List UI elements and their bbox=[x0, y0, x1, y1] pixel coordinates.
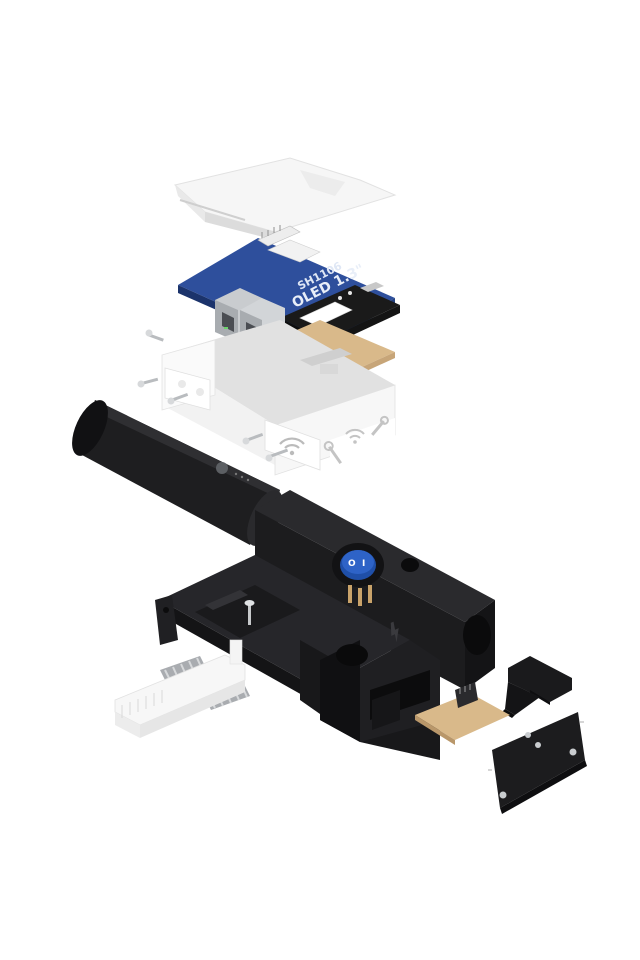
pin-header bbox=[257, 225, 301, 247]
switch-off-symbol: O bbox=[348, 559, 356, 569]
screw bbox=[167, 392, 189, 405]
wrench-icon bbox=[323, 440, 342, 465]
screw bbox=[145, 329, 164, 342]
screw bbox=[137, 377, 159, 388]
lightning-icon bbox=[390, 621, 399, 643]
switch-on-symbol: I bbox=[362, 559, 365, 569]
screw bbox=[265, 448, 289, 462]
latch-comb bbox=[114, 639, 246, 738]
wifi-icon bbox=[345, 428, 365, 444]
front-plate bbox=[488, 712, 587, 814]
screw bbox=[242, 432, 264, 445]
power-switch-icon: I O bbox=[332, 543, 384, 606]
top-cover bbox=[173, 157, 397, 240]
power-connector bbox=[502, 656, 572, 718]
wifi-icon bbox=[279, 437, 305, 456]
enclosure-base bbox=[161, 320, 396, 476]
screw bbox=[244, 600, 255, 625]
wrench-icon bbox=[371, 415, 389, 436]
header-pcb bbox=[415, 682, 510, 745]
